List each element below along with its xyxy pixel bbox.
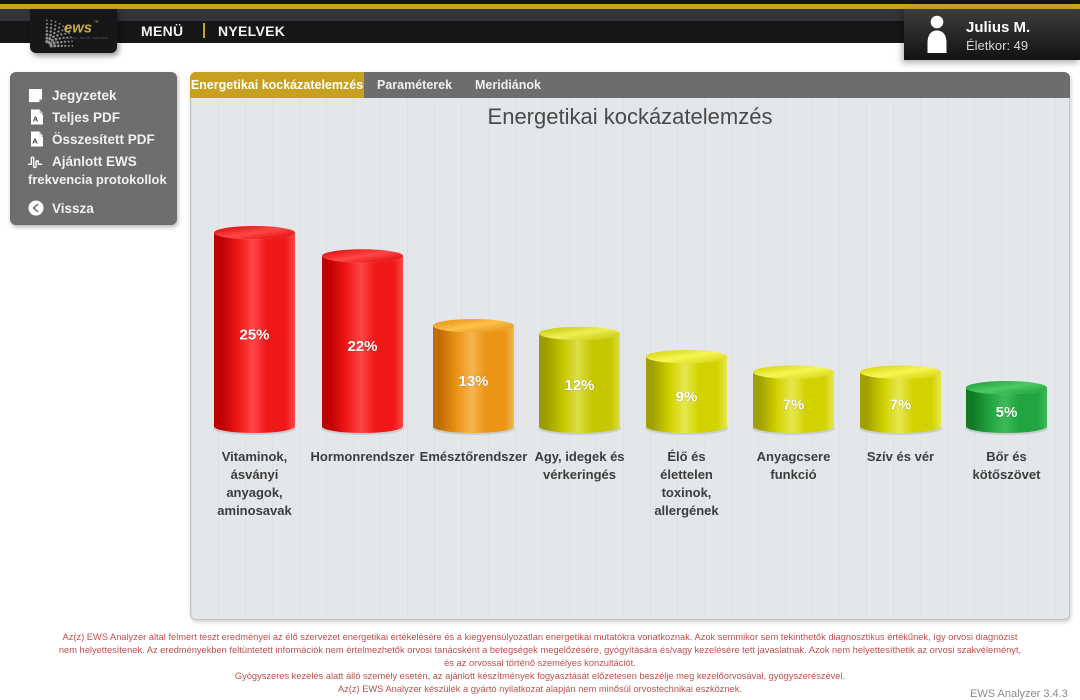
svg-text:12%: 12% xyxy=(564,377,594,394)
svg-text:5%: 5% xyxy=(996,404,1018,421)
svg-text:7%: 7% xyxy=(783,396,805,413)
svg-text:7%: 7% xyxy=(890,396,912,413)
svg-text:ENERGY WAVE CENTER: ENERGY WAVE CENTER xyxy=(63,36,109,40)
svg-text:A: A xyxy=(33,115,39,124)
svg-text:25%: 25% xyxy=(239,327,269,344)
svg-text:ews: ews xyxy=(64,20,92,36)
svg-text:22%: 22% xyxy=(347,338,377,355)
svg-text:9%: 9% xyxy=(676,389,698,406)
svg-text:™: ™ xyxy=(94,20,99,26)
svg-text:13%: 13% xyxy=(458,373,488,390)
svg-text:A: A xyxy=(32,137,38,146)
